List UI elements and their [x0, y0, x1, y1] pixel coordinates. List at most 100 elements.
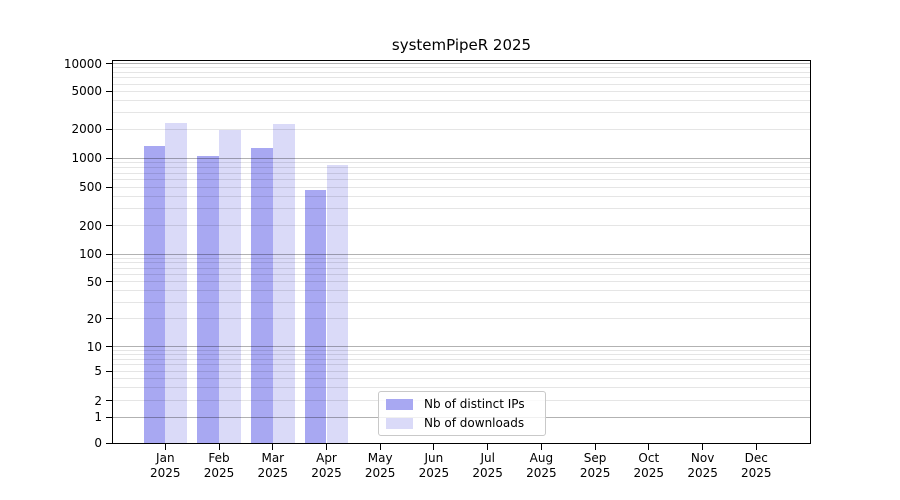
y-tick: [106, 225, 112, 227]
y-tick: [106, 281, 112, 283]
y-tick-label: 10: [86, 339, 102, 354]
y-tick-label: 1000: [71, 151, 102, 165]
x-tick: [272, 444, 274, 450]
x-tick-label: Oct 2025: [633, 451, 665, 480]
gridline-minor: [113, 318, 810, 320]
gridline-minor: [113, 90, 810, 92]
bar-downloads: [165, 122, 188, 443]
y-tick: [106, 186, 112, 188]
y-tick: [106, 63, 112, 65]
y-tick: [106, 346, 112, 348]
gridline-minor: [113, 128, 810, 130]
gridline-minor: [113, 273, 810, 275]
bar-distinct-ips: [304, 189, 327, 443]
gridline-minor: [113, 281, 810, 283]
x-tick-label: Jan 2025: [150, 451, 181, 480]
x-tick: [648, 444, 650, 450]
bar-distinct-ips: [251, 148, 273, 443]
gridline-minor: [113, 208, 810, 210]
bar-downloads: [272, 124, 295, 443]
bar-distinct-ips: [197, 156, 219, 443]
gridline-minor: [113, 77, 810, 79]
x-tick: [755, 444, 757, 450]
x-tick-label: Jul 2025: [472, 451, 503, 480]
legend-swatch-downloads: [386, 417, 413, 429]
gridline-minor: [113, 257, 810, 259]
x-tick-label: Dec 2025: [741, 451, 772, 480]
gridline-minor: [113, 370, 810, 372]
y-tick: [106, 90, 112, 92]
x-tick-label: Feb 2025: [203, 451, 235, 480]
y-tick: [106, 370, 112, 372]
gridline-minor: [113, 162, 810, 163]
gridline-major: [113, 346, 810, 348]
y-tick: [106, 416, 112, 418]
bar-downloads: [219, 130, 241, 443]
y-tick-label: 100: [79, 247, 102, 261]
gridline-minor: [113, 225, 810, 227]
x-tick: [326, 444, 327, 450]
x-tick-label: Apr 2025: [311, 451, 342, 480]
x-tick-label: May 2025: [364, 451, 396, 480]
bar-downloads: [326, 164, 349, 443]
y-tick-label: 5000: [71, 84, 102, 99]
legend-item-downloads: Nb of downloads: [386, 416, 545, 431]
y-tick: [106, 253, 112, 255]
gridline-minor: [113, 301, 810, 303]
gridline-minor: [113, 364, 810, 366]
gridline-minor: [113, 67, 810, 69]
gridline-major: [113, 157, 810, 159]
x-tick: [218, 444, 220, 450]
gridline-minor: [113, 267, 810, 269]
legend: Nb of distinct IPs Nb of downloads: [378, 391, 546, 436]
legend-swatch-distinct-ips: [386, 398, 413, 410]
gridline-minor: [113, 172, 810, 174]
gridline-minor: [113, 112, 810, 113]
gridline-major: [113, 253, 810, 255]
x-tick: [433, 444, 435, 450]
x-tick: [540, 444, 542, 450]
y-tick: [106, 400, 112, 402]
x-tick-label: Jun 2025: [418, 451, 450, 480]
gridline-minor: [113, 83, 810, 85]
y-tick: [106, 157, 112, 159]
x-tick: [702, 444, 704, 450]
legend-label-distinct-ips: Nb of distinct IPs: [424, 397, 525, 411]
y-tick: [106, 128, 112, 130]
x-tick: [487, 444, 489, 450]
gridline-minor: [113, 262, 810, 264]
y-tick-label: 5: [94, 364, 102, 379]
gridline-minor: [113, 166, 810, 168]
y-tick-label: 2: [94, 393, 102, 408]
x-tick: [594, 444, 596, 450]
gridline-minor: [113, 290, 810, 292]
y-tick-label: 2000: [71, 122, 102, 137]
bars-layer: [113, 61, 810, 443]
y-tick-label: 1: [94, 410, 102, 424]
y-tick-label: 200: [79, 218, 102, 233]
x-tick: [164, 444, 166, 450]
gridline-minor: [113, 186, 810, 188]
y-tick-label: 20: [86, 311, 102, 326]
y-tick-label: 50: [86, 274, 102, 289]
x-tick-label: Aug 2025: [526, 451, 557, 480]
y-tick: [106, 442, 112, 444]
gridline-minor: [113, 72, 810, 74]
gridline-minor: [113, 358, 810, 360]
gridline-minor: [113, 354, 810, 356]
gridline-minor: [113, 179, 810, 181]
legend-label-downloads: Nb of downloads: [424, 416, 525, 430]
gridline-minor: [113, 349, 810, 351]
x-tick-label: Mar 2025: [257, 451, 289, 480]
gridline-minor: [113, 378, 810, 379]
legend-item-distinct-ips: Nb of distinct IPs: [386, 397, 545, 412]
gridline-minor: [113, 387, 810, 389]
gridline-minor: [113, 196, 810, 198]
y-tick-label: 0: [94, 436, 102, 450]
y-tick: [106, 318, 112, 320]
x-tick-label: Nov 2025: [687, 451, 718, 480]
bar-distinct-ips: [143, 146, 166, 443]
plot-area: Nb of distinct IPs Nb of downloads: [112, 60, 811, 444]
x-tick: [379, 444, 381, 450]
